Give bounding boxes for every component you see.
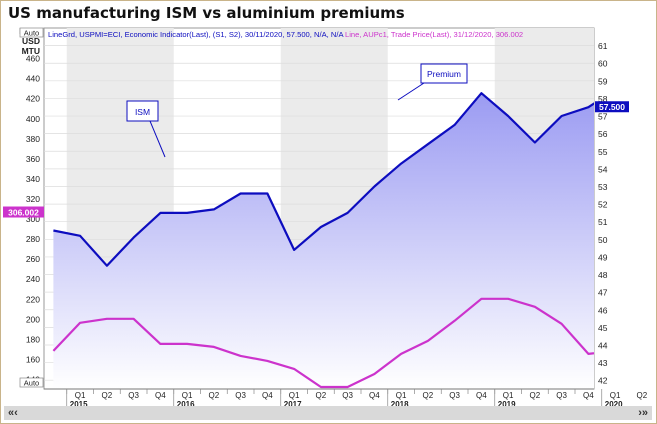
x-axis-quarter-label: Q2 — [102, 391, 113, 400]
x-axis-quarter-label: Q4 — [476, 391, 487, 400]
auto-box-bottom — [19, 377, 44, 388]
x-axis-quarter-label: Q4 — [155, 391, 166, 400]
right-axis-tick-label: 42 — [598, 376, 608, 386]
ism-annotation-box — [126, 100, 159, 122]
ism-value-badge-text: 57.500 — [599, 102, 625, 112]
x-axis-quarter-label: Q3 — [556, 391, 567, 400]
left-axis-tick-label: 280 — [26, 234, 40, 244]
x-axis-quarter-label: Q1 — [610, 391, 621, 400]
x-axis-year-label: 2016 — [177, 400, 195, 409]
premium-series-line — [52, 297, 594, 389]
auto-label-bottom: Auto — [24, 379, 39, 388]
left-axis-tick-label: 160 — [26, 354, 40, 364]
x-axis-quarter-label: Q4 — [583, 391, 594, 400]
right-axis-tick-label: 43 — [598, 358, 608, 368]
x-axis-quarter-label: Q1 — [182, 391, 193, 400]
time-scrollbar[interactable]: «‹ ›» — [4, 406, 652, 420]
left-axis-tick-label: 400 — [26, 114, 40, 124]
x-axis-year-label: 2018 — [391, 400, 409, 409]
x-axis-quarter-label: Q2 — [209, 391, 220, 400]
ism-area — [53, 93, 594, 389]
premium-annotation-label: Premium — [427, 69, 461, 79]
x-axis-quarter-label: Q1 — [289, 391, 300, 400]
scroll-right-button[interactable]: ›» — [638, 407, 648, 419]
right-axis-tick-label: 50 — [598, 235, 608, 245]
x-axis-quarter-label: Q1 — [396, 391, 407, 400]
left-axis-tick-label: 320 — [26, 194, 40, 204]
left-axis-tick-label: 240 — [26, 274, 40, 284]
right-axis-tick-label: 58 — [598, 94, 608, 104]
right-axis-tick-label: 49 — [598, 252, 608, 262]
ism-annotation-leader — [149, 120, 166, 158]
auto-box-top — [19, 27, 44, 38]
left-axis-tick-label: 460 — [26, 54, 40, 64]
right-axis-tick-label: 48 — [598, 270, 608, 280]
right-axis-tick-label: 54 — [598, 164, 608, 174]
left-axis-tick-label: 360 — [26, 154, 40, 164]
right-axis-tick-label: 46 — [598, 305, 608, 315]
x-axis-year-label: 2020 — [605, 400, 623, 409]
x-axis-quarter-label: Q3 — [235, 391, 246, 400]
right-axis-tick-label: 51 — [598, 217, 608, 227]
left-axis-tick-label: 340 — [26, 174, 40, 184]
premium-annotation-box — [420, 63, 468, 84]
right-axis-tick-label: 59 — [598, 76, 608, 86]
left-axis-header: USD — [22, 36, 40, 46]
premium-value-badge — [3, 206, 44, 218]
x-axis-quarter-label: Q3 — [449, 391, 460, 400]
left-axis-tick-label: 260 — [26, 254, 40, 264]
left-axis-tick-label: 380 — [26, 134, 40, 144]
x-axis-quarter-label: Q3 — [128, 391, 139, 400]
x-axis-quarter-label: Q4 — [369, 391, 380, 400]
x-axis-quarter-label: Q4 — [262, 391, 273, 400]
right-axis-tick-label: 55 — [598, 147, 608, 157]
ism-annotation-label: ISM — [135, 107, 150, 117]
x-axis-year-label: 2017 — [284, 400, 302, 409]
ism-series-line — [53, 92, 594, 267]
x-axis-quarter-label: Q1 — [503, 391, 514, 400]
left-axis-tick-label: 440 — [26, 74, 40, 84]
right-axis-tick-label: 44 — [598, 340, 608, 350]
auto-label-top: Auto — [24, 29, 39, 38]
chart-title: US manufacturing ISM vs aluminium premiu… — [8, 4, 405, 22]
x-axis-year-label: 2019 — [498, 400, 516, 409]
left-axis-tick-label: 420 — [26, 94, 40, 104]
ism-value-badge — [595, 101, 629, 113]
right-axis-tick-label: 47 — [598, 288, 608, 298]
left-axis-tick-label: 200 — [26, 314, 40, 324]
right-axis-tick-label: 61 — [598, 41, 608, 51]
left-axis-tick-label: 180 — [26, 334, 40, 344]
right-axis-tick-label: 57 — [598, 112, 608, 122]
premium-value-badge-text: 306.002 — [8, 208, 39, 218]
right-axis-tick-label: 52 — [598, 200, 608, 210]
x-axis-quarter-label: Q3 — [342, 391, 353, 400]
scroll-left-button[interactable]: «‹ — [8, 407, 18, 419]
legend-ism: LineGrd, USPMI=ECI, Economic Indicator(L… — [48, 30, 344, 39]
left-axis-tick-label: 300 — [26, 214, 40, 224]
premium-annotation-leader — [397, 82, 425, 101]
legend-premium: Line, AUPc1, Trade Price(Last), 31/12/20… — [345, 30, 523, 39]
x-axis-quarter-label: Q2 — [423, 391, 434, 400]
left-axis-header: MTU — [22, 46, 40, 56]
x-axis-quarter-label: Q2 — [637, 391, 648, 400]
right-axis-tick-label: 53 — [598, 182, 608, 192]
x-axis-quarter-label: Q2 — [530, 391, 541, 400]
x-axis-quarter-label: Q1 — [75, 391, 86, 400]
x-axis-quarter-label: Q2 — [316, 391, 327, 400]
left-axis-tick-label: 220 — [26, 294, 40, 304]
right-axis-tick-label: 60 — [598, 59, 608, 69]
x-axis-year-label: 2015 — [70, 400, 88, 409]
right-axis-tick-label: 45 — [598, 323, 608, 333]
right-axis-tick-label: 56 — [598, 129, 608, 139]
